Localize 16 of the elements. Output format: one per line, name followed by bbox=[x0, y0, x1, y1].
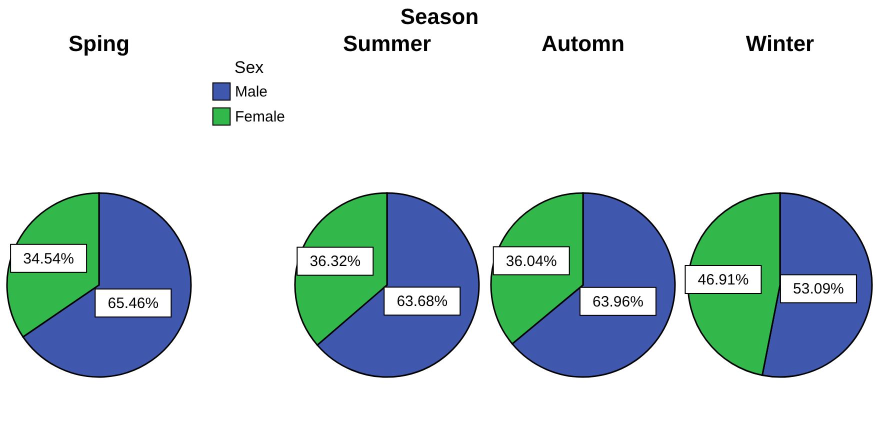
legend-title: Sex bbox=[234, 58, 264, 77]
text: Season bbox=[400, 4, 479, 29]
legend-label: Female bbox=[235, 108, 286, 126]
data-label: 53.09% bbox=[793, 280, 844, 298]
chart-title: Automn bbox=[541, 31, 625, 56]
chart-title: Winter bbox=[746, 31, 815, 56]
data-label: 36.32% bbox=[310, 253, 361, 270]
data-label: 46.91% bbox=[698, 271, 749, 288]
data-label: 36.04% bbox=[506, 252, 557, 270]
chart-title: Summer bbox=[342, 31, 432, 56]
legend-label: Male bbox=[235, 84, 268, 100]
data-label: 63.96% bbox=[592, 293, 644, 310]
data-label: 65.46% bbox=[108, 295, 159, 312]
data-label: 34.54% bbox=[23, 250, 74, 268]
chart-title: Sping bbox=[68, 31, 130, 56]
data-label: 63.68% bbox=[396, 293, 448, 310]
